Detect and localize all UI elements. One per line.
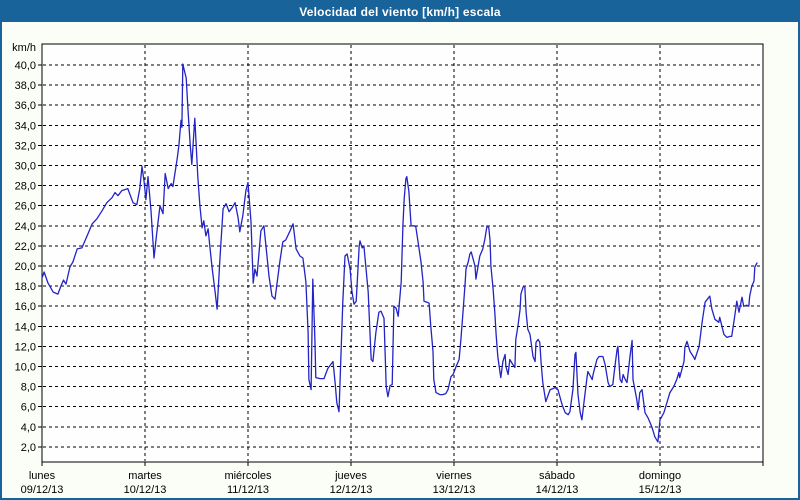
y-axis-tick-label: 10,0 — [15, 362, 36, 374]
y-axis-unit-label: km/h — [12, 42, 36, 54]
y-axis-tick-label: 18,0 — [15, 281, 36, 293]
window-title: Velocidad del viento [km/h] escala — [299, 5, 501, 19]
day-name-label: miércoles — [224, 470, 272, 482]
day-name-label: viernes — [436, 470, 472, 482]
day-date-label: 12/12/13 — [330, 484, 373, 496]
wind-speed-plot: 40,0 38,0 36,0 34,0 32,0 30,0 28,0 26,0 24,0 22,0… — [15, 43, 764, 496]
y-axis-tick-label: 14,0 — [15, 321, 36, 333]
wind-speed-line — [41, 63, 758, 443]
y-axis-tick-label: 22,0 — [15, 241, 36, 253]
day-name-label: sábado — [539, 470, 575, 482]
y-axis-tick-label: 4,0 — [21, 422, 36, 434]
day-name-label: lunes — [29, 470, 56, 482]
y-axis-tick-label: 32,0 — [15, 140, 36, 152]
day-date-label: 10/12/13 — [124, 484, 167, 496]
y-axis-tick-label: 40,0 — [15, 60, 36, 72]
y-axis-tick-label: 36,0 — [15, 100, 36, 112]
window-title-bar: Velocidad del viento [km/h] escala — [2, 2, 798, 22]
y-axis-tick-label: 24,0 — [15, 221, 36, 233]
y-axis-tick-label: 16,0 — [15, 301, 36, 313]
day-date-label: 15/12/13 — [639, 484, 682, 496]
y-axis-tick-label: 6,0 — [21, 402, 36, 414]
y-axis-tick-label: 38,0 — [15, 80, 36, 92]
day-name-label: jueves — [334, 470, 367, 482]
y-axis-tick-label: 12,0 — [15, 341, 36, 353]
y-axis-tick-label: 34,0 — [15, 120, 36, 132]
day-date-label: 14/12/13 — [536, 484, 579, 496]
day-date-label: 09/12/13 — [21, 484, 64, 496]
y-axis-tick-label: 26,0 — [15, 201, 36, 213]
y-axis-tick-label: 2,0 — [21, 442, 36, 454]
y-axis-tick-label: 28,0 — [15, 181, 36, 193]
y-axis-tick-label: 20,0 — [15, 261, 36, 273]
day-name-label: martes — [128, 470, 162, 482]
chart-area: km/h 40,0 38,0 36,0 34,0 32,0 30,0 28,0 26,0 24,… — [2, 22, 798, 498]
day-name-label: domingo — [639, 470, 681, 482]
day-date-label: 13/12/13 — [433, 484, 476, 496]
day-date-label: 11/12/13 — [227, 484, 269, 496]
y-axis-tick-label: 8,0 — [21, 382, 36, 394]
y-axis-tick-label: 30,0 — [15, 161, 36, 173]
